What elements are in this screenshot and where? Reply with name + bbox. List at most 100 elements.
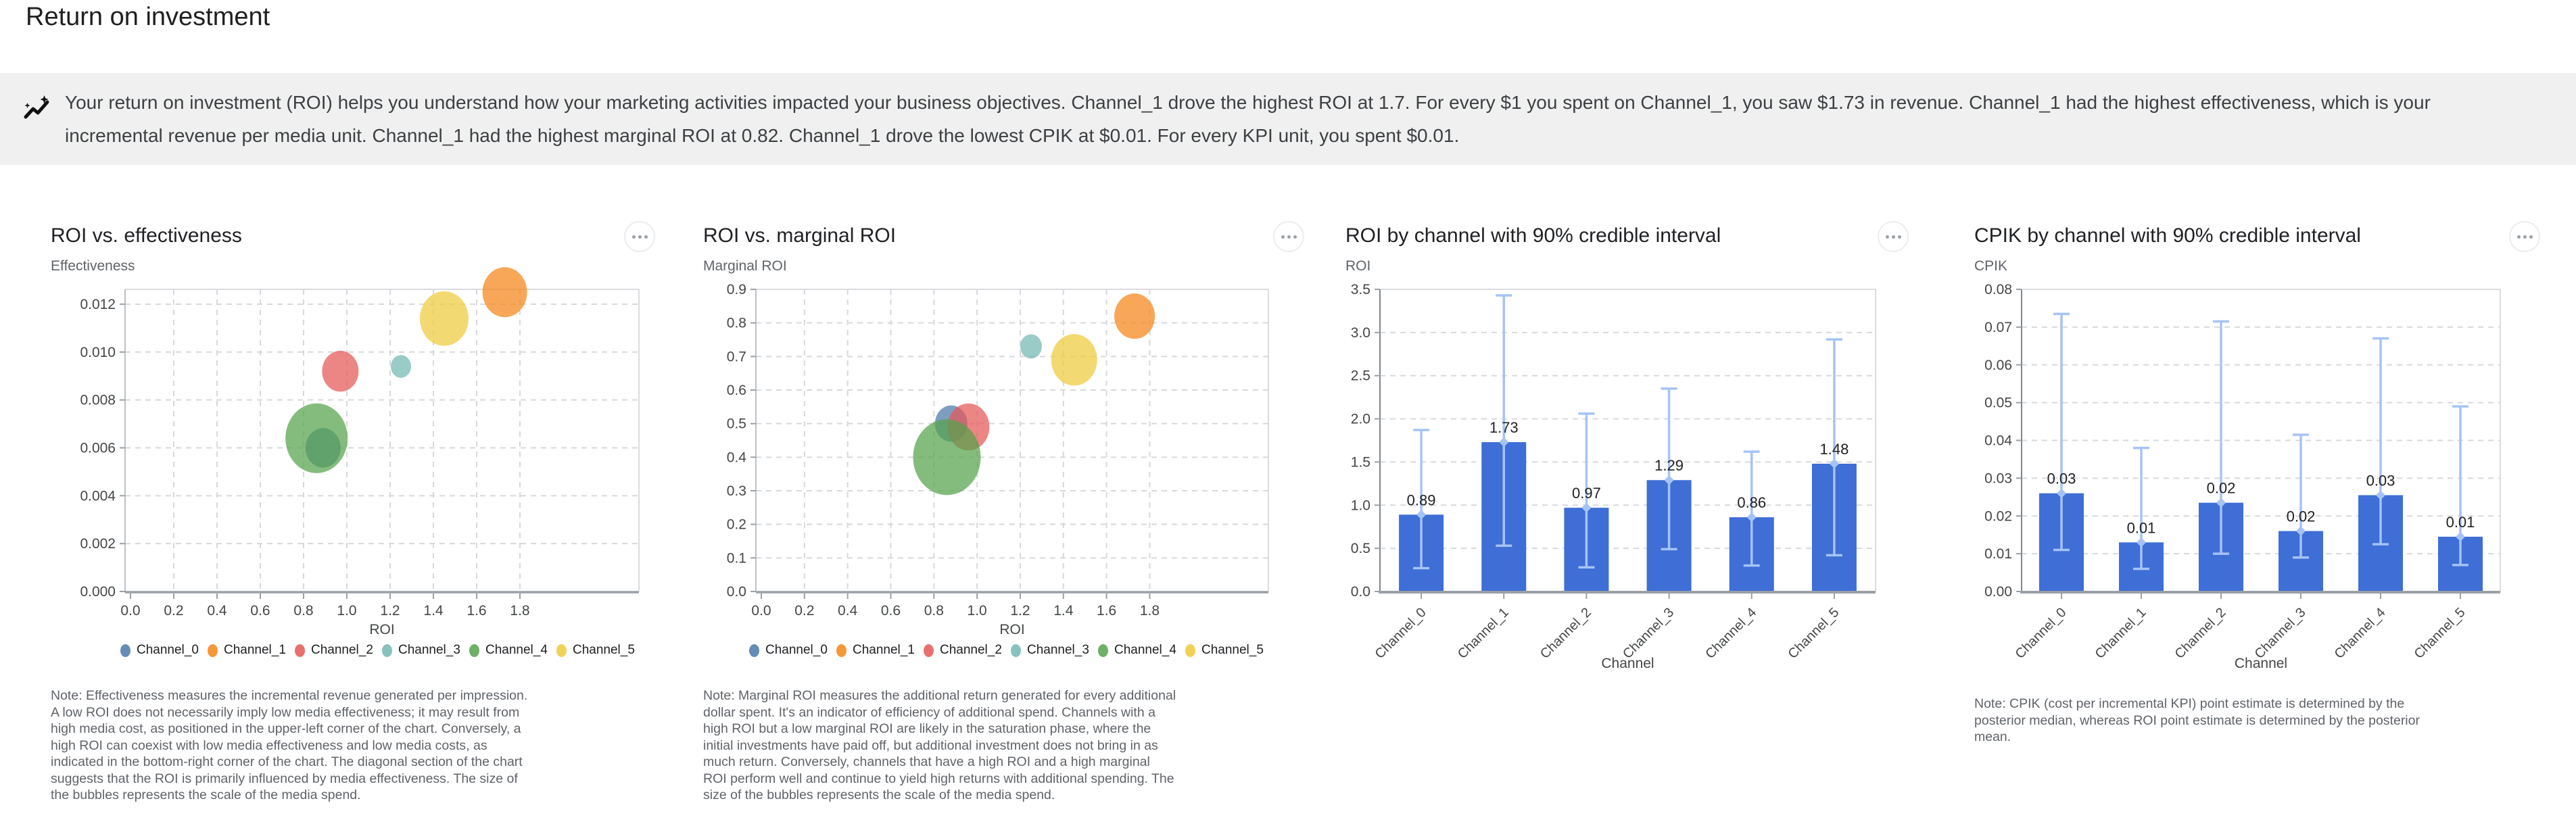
- svg-text:0.02: 0.02: [1984, 508, 2012, 524]
- svg-text:ROI: ROI: [369, 622, 394, 637]
- chart-note: Note: Marginal ROI measures the addition…: [703, 688, 1176, 802]
- svg-text:0.6: 0.6: [881, 603, 901, 619]
- svg-text:0.008: 0.008: [80, 393, 116, 408]
- svg-text:Channel_5: Channel_5: [2412, 605, 2468, 662]
- svg-text:0.010: 0.010: [80, 345, 116, 360]
- svg-text:Channel_1: Channel_1: [1455, 605, 1512, 662]
- legend-item-channel_2: Channel_2: [924, 643, 1011, 658]
- more-options-icon: [1891, 235, 1895, 239]
- svg-text:0.8: 0.8: [924, 603, 944, 619]
- svg-text:3.0: 3.0: [1351, 325, 1370, 341]
- legend-dot-icon: [1185, 644, 1195, 657]
- legend-dot-icon: [924, 644, 934, 657]
- legend: Channel_0 Channel_1 Channel_2 Channel_3 Chan…: [749, 643, 1272, 658]
- legend-dot-icon: [208, 644, 218, 657]
- svg-text:0.1: 0.1: [727, 550, 746, 566]
- svg-text:0.0: 0.0: [727, 584, 746, 600]
- legend-label: Channel_2: [311, 643, 373, 657]
- chart-title: ROI vs. marginal ROI: [703, 224, 897, 247]
- more-options-button[interactable]: [1878, 221, 1909, 252]
- chart-title: ROI by channel with 90% credible interva…: [1345, 224, 1721, 247]
- legend-label: Channel_0: [765, 643, 828, 657]
- legend-label: Channel_0: [137, 643, 199, 657]
- legend-dot-icon: [1098, 644, 1108, 657]
- y-axis-title: Effectiveness: [51, 258, 135, 274]
- roi-effectiveness-bubble-chart: 0.000 0.002 0.004 0.006 0.008 0.010 0.012 0.0 0.…: [80, 267, 640, 637]
- y-axis-title: CPIK: [1974, 258, 2008, 274]
- legend-item-channel_0: Channel_0: [749, 643, 836, 658]
- svg-text:1.6: 1.6: [467, 603, 486, 619]
- svg-text:0.08: 0.08: [1984, 282, 2012, 297]
- legend-item-channel_5: Channel_5: [556, 643, 644, 658]
- more-options-button[interactable]: [2509, 221, 2540, 252]
- svg-text:Channel_2: Channel_2: [1537, 605, 1594, 662]
- svg-text:1.2: 1.2: [380, 603, 400, 619]
- legend-label: Channel_1: [853, 643, 915, 657]
- svg-text:1.4: 1.4: [1053, 603, 1074, 619]
- legend-label: Channel_3: [398, 643, 460, 657]
- svg-text:0.6: 0.6: [250, 603, 270, 619]
- insight-banner: Your return on investment (ROI) helps yo…: [0, 73, 2576, 165]
- legend-label: Channel_5: [573, 643, 635, 657]
- svg-text:0.03: 0.03: [2047, 470, 2076, 487]
- legend-dot-icon: [836, 644, 846, 657]
- legend-item-channel_3: Channel_3: [382, 643, 469, 658]
- legend-label: Channel_1: [224, 643, 286, 657]
- y-axis-title: Marginal ROI: [703, 258, 787, 274]
- legend-dot-icon: [749, 644, 759, 657]
- svg-text:0.05: 0.05: [1984, 395, 2012, 411]
- chart-note: Note: Effectiveness measures the increme…: [51, 688, 528, 802]
- svg-text:0.0: 0.0: [120, 603, 140, 619]
- svg-text:2.5: 2.5: [1351, 368, 1370, 384]
- insight-summary-text: Your return on investment (ROI) helps yo…: [65, 92, 2431, 146]
- svg-text:0.5: 0.5: [1351, 541, 1370, 556]
- svg-text:1.4: 1.4: [423, 603, 444, 619]
- more-options-button[interactable]: [1273, 221, 1304, 252]
- legend-item-channel_2: Channel_2: [295, 643, 382, 658]
- chart-title: ROI vs. effectiveness: [51, 224, 242, 247]
- svg-text:0.0: 0.0: [751, 603, 771, 619]
- cpik-by-channel-bar-chart: 0.00 0.01 0.02 0.03 0.04 0.05 0.06 0.07 0.08 0.03…: [1984, 282, 2501, 671]
- page-title: Return on investment: [26, 3, 270, 31]
- legend-label: Channel_3: [1027, 643, 1089, 657]
- chart-card-roi-vs-marginal-roi: ROI vs. marginal ROI Marginal ROI 0.0 0.1…: [703, 223, 1339, 822]
- svg-text:0.2: 0.2: [164, 603, 183, 619]
- svg-text:3.5: 3.5: [1351, 282, 1370, 297]
- svg-text:0.02: 0.02: [2207, 480, 2236, 497]
- legend-item-channel_3: Channel_3: [1011, 643, 1098, 658]
- legend: Channel_0 Channel_1 Channel_2 Channel_3 Chan…: [120, 643, 644, 658]
- svg-text:0.0: 0.0: [1351, 584, 1370, 600]
- more-options-icon: [638, 235, 642, 239]
- svg-text:1.5: 1.5: [1351, 454, 1370, 470]
- legend-dot-icon: [556, 644, 567, 657]
- svg-text:1.8: 1.8: [510, 603, 529, 619]
- svg-text:Channel_4: Channel_4: [2332, 605, 2389, 662]
- roi-marginal-roi-bubble-chart: 0.0 0.1 0.2 0.3 0.4 0.5 0.6 0.7 0.8 0.9 0.0 0.2 0.4 0…: [727, 282, 1269, 637]
- svg-text:Channel_5: Channel_5: [1785, 605, 1842, 662]
- chart-card-roi-vs-effectiveness: ROI vs. effectiveness Effectiveness 0.00…: [51, 223, 693, 822]
- chart-card-roi-by-channel: ROI by channel with 90% credible interva…: [1345, 223, 1920, 822]
- more-options-button[interactable]: [624, 221, 655, 252]
- svg-text:0.006: 0.006: [80, 440, 116, 456]
- svg-text:0.00: 0.00: [1984, 584, 2012, 600]
- svg-text:Channel: Channel: [1601, 656, 1654, 671]
- legend-item-channel_4: Channel_4: [1098, 643, 1185, 658]
- legend-item-channel_0: Channel_0: [120, 643, 208, 658]
- svg-text:0.03: 0.03: [1984, 470, 2012, 486]
- svg-text:0.01: 0.01: [2446, 514, 2475, 531]
- svg-text:0.2: 0.2: [727, 517, 746, 533]
- svg-text:0.89: 0.89: [1407, 491, 1436, 508]
- svg-text:0.004: 0.004: [80, 488, 116, 504]
- chart-title: CPIK by channel with 90% credible interv…: [1974, 224, 2361, 247]
- legend-item-channel_1: Channel_1: [836, 643, 924, 658]
- svg-text:1.8: 1.8: [1140, 603, 1160, 619]
- legend-label: Channel_2: [940, 643, 1002, 657]
- svg-text:Channel_3: Channel_3: [1620, 605, 1677, 662]
- roi-by-channel-bar-chart: 0.0 0.5 1.0 1.5 2.0 2.5 3.0 3.5 0.89 1.73 0.97 1.29…: [1351, 282, 1876, 671]
- more-options-icon: [1287, 235, 1291, 239]
- svg-text:0.2: 0.2: [794, 603, 814, 619]
- svg-text:0.6: 0.6: [727, 383, 746, 398]
- svg-text:0.9: 0.9: [727, 282, 746, 297]
- legend-item-channel_1: Channel_1: [208, 643, 295, 658]
